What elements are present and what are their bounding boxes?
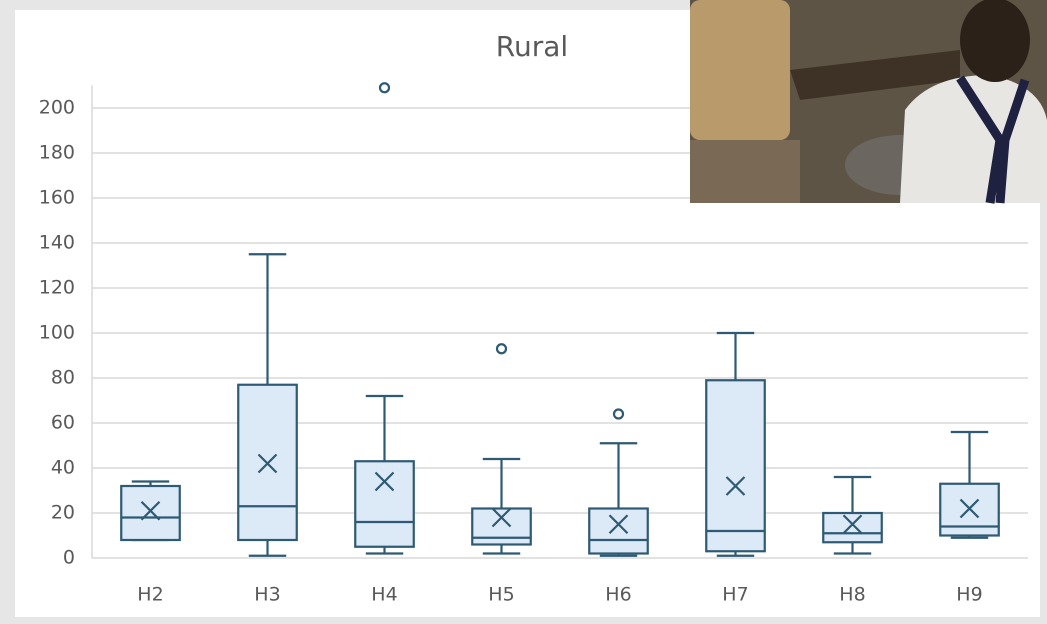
y-tick-label: 200 bbox=[39, 97, 75, 119]
x-tick-label: H5 bbox=[488, 584, 514, 606]
mean-marker bbox=[491, 507, 512, 528]
y-tick-label: 40 bbox=[51, 457, 75, 479]
mean-marker bbox=[374, 471, 395, 492]
mean-marker bbox=[140, 500, 161, 521]
y-tick-label: 180 bbox=[39, 142, 75, 164]
x-tick-label: H4 bbox=[371, 584, 397, 606]
box bbox=[471, 507, 532, 546]
mean-marker bbox=[725, 476, 746, 496]
mean-marker bbox=[257, 453, 278, 474]
y-tick-label: 60 bbox=[51, 412, 75, 434]
photo-suspenders bbox=[956, 75, 1030, 204]
photo-trench bbox=[790, 50, 960, 100]
photo-ground bbox=[690, 140, 800, 203]
x-tick-label: H9 bbox=[956, 584, 982, 606]
x-tick-label: H7 bbox=[722, 584, 748, 606]
y-tick-label: 140 bbox=[39, 232, 75, 254]
photo-shirt bbox=[900, 75, 1047, 203]
y-tick-label: 160 bbox=[39, 187, 75, 209]
photo-rock bbox=[690, 0, 790, 140]
y-tick-label: 20 bbox=[51, 502, 75, 524]
outlier bbox=[378, 82, 391, 94]
x-tick-label: H6 bbox=[605, 584, 631, 606]
outlier bbox=[495, 343, 508, 355]
box bbox=[120, 484, 181, 542]
box bbox=[822, 511, 883, 544]
box bbox=[354, 460, 415, 548]
plot: 0 20 40 60 80 100 120 140 160 180 200 H2 H3 H4 H5 H6 H7 H… bbox=[39, 82, 1028, 606]
x-tick-label: H2 bbox=[137, 584, 163, 606]
mean-marker bbox=[608, 514, 629, 535]
outlier bbox=[612, 408, 625, 420]
photo-hair bbox=[960, 0, 1030, 82]
mean-marker bbox=[842, 514, 863, 535]
x-tick-label: H8 bbox=[839, 584, 865, 606]
box bbox=[705, 379, 766, 553]
photo bbox=[690, 0, 1047, 204]
x-tick-label: H3 bbox=[254, 584, 280, 606]
y-tick-label: 100 bbox=[39, 322, 75, 344]
y-tick-label: 0 bbox=[63, 547, 75, 569]
box bbox=[588, 507, 649, 555]
mean-marker bbox=[959, 498, 980, 519]
y-tick-label: 80 bbox=[51, 367, 75, 389]
y-tick-label: 120 bbox=[39, 277, 75, 299]
chart-title: Rural bbox=[496, 30, 568, 63]
